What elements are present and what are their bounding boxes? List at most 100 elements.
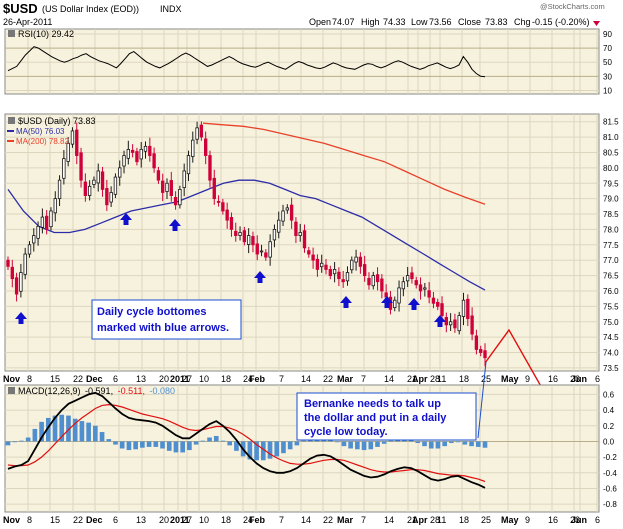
price-tick-label: 81.5 xyxy=(603,118,619,127)
histogram-bar xyxy=(442,441,448,447)
x-tick-label: 7 xyxy=(279,374,284,384)
candle xyxy=(397,280,401,312)
rsi-y-ticks: 10 30 50 70 90 xyxy=(603,30,612,96)
x-tick-label: 13 xyxy=(136,374,146,384)
rsi-line xyxy=(7,46,486,78)
histogram-bar xyxy=(5,441,11,446)
macd-legend-value: -0.591, xyxy=(85,386,113,396)
candle xyxy=(143,141,148,159)
candle-body xyxy=(212,177,216,200)
histogram-bar xyxy=(388,440,394,442)
candle xyxy=(320,254,324,273)
candle xyxy=(393,296,397,312)
rsi-tick-label: 90 xyxy=(603,30,612,39)
candle-body xyxy=(423,287,427,290)
price-tick-label: 77.5 xyxy=(603,241,619,250)
x-tick-label: 15 xyxy=(50,515,60,525)
histogram-bar xyxy=(99,432,105,442)
candle-body xyxy=(49,210,53,228)
candle-body xyxy=(139,148,143,160)
candle-body xyxy=(474,335,479,350)
candle-body xyxy=(135,151,139,163)
x-tick-label: 14 xyxy=(301,374,311,384)
candle xyxy=(358,252,363,274)
histogram-bar xyxy=(52,415,58,442)
x-tick-label: 27 xyxy=(182,374,192,384)
candle xyxy=(268,234,272,266)
candle xyxy=(401,276,406,297)
candle-body xyxy=(191,139,195,157)
candle xyxy=(83,173,88,202)
x-tick-label: 18 xyxy=(221,515,231,525)
candle-body xyxy=(388,296,393,310)
candle xyxy=(173,191,178,210)
cycle-note-line1: Daily cycle bottomes xyxy=(97,306,206,318)
candle xyxy=(191,131,195,163)
histogram-bar xyxy=(113,441,118,445)
price-tick-label: 75.0 xyxy=(603,318,619,327)
candle xyxy=(195,121,199,145)
x-tick-label: 7 xyxy=(361,515,366,525)
histogram-bar xyxy=(368,441,374,450)
candle xyxy=(135,147,139,166)
x-tick-label: 22 xyxy=(323,515,333,525)
change-label: Chg xyxy=(514,17,531,27)
candle-body xyxy=(109,192,113,203)
candle xyxy=(156,166,161,184)
x-tick-label: 18 xyxy=(459,374,469,384)
histogram-bar xyxy=(140,441,145,448)
signal-legend-value: -0.511, xyxy=(118,386,145,396)
x-tick-label: Mar xyxy=(337,515,354,525)
x-tick-label: 24 xyxy=(243,515,253,525)
price-panel: 73.5 74.0 74.5 75.0 75.5 76.0 76.5 77.0 77.5 78.0… xyxy=(4,113,619,457)
candlesticks xyxy=(6,121,487,367)
candle-body xyxy=(448,321,453,326)
histogram-bar xyxy=(19,440,24,442)
histogram-bar xyxy=(32,428,38,442)
candle xyxy=(345,266,350,286)
candle xyxy=(161,173,165,202)
rsi-tick-label: 30 xyxy=(603,72,612,81)
x-tick-label: 28 xyxy=(430,374,440,384)
bernanke-note-frame xyxy=(296,392,477,441)
candle-body xyxy=(113,176,118,195)
histogram-bar xyxy=(254,441,259,461)
histogram-bar xyxy=(207,437,212,442)
macd-histogram xyxy=(5,414,488,461)
macd-legend-swatch xyxy=(8,387,15,394)
candle-body xyxy=(418,284,423,292)
candle xyxy=(221,198,225,215)
macd-tick-label: -0.2 xyxy=(603,453,617,462)
candle-body xyxy=(436,301,440,307)
x-tick-label: 8 xyxy=(27,374,32,384)
high-label: High xyxy=(361,17,380,27)
x-tick-label: 14 xyxy=(384,515,394,525)
macd-tick-label: -0.6 xyxy=(603,484,617,493)
histogram-bar xyxy=(160,441,165,449)
price-tick-label: 76.5 xyxy=(603,272,619,281)
histogram-bar xyxy=(415,441,421,444)
histogram-bar xyxy=(126,441,132,451)
candle-body xyxy=(332,269,337,275)
candle-body xyxy=(457,315,461,332)
price-tick-label: 74.0 xyxy=(603,349,619,358)
histogram-bar xyxy=(301,440,306,442)
price-legend-swatch xyxy=(8,117,15,124)
rsi-panel-bg xyxy=(4,28,600,95)
candle-body xyxy=(10,266,14,280)
candle-body xyxy=(345,272,350,282)
x-tick-label: 9 xyxy=(525,374,530,384)
histogram-bar xyxy=(381,441,387,444)
candle xyxy=(36,221,40,246)
candle-body xyxy=(315,258,320,270)
candle-body xyxy=(40,216,45,228)
x-tick-label: 22 xyxy=(323,374,333,384)
x-tick-label: 2011 xyxy=(170,374,190,384)
histogram-bar xyxy=(455,441,461,443)
candle xyxy=(126,140,131,165)
down-triangle-icon xyxy=(593,21,600,26)
price-y-ticks: 73.5 74.0 74.5 75.0 75.5 76.0 76.5 77.0 77.5 78.0… xyxy=(603,118,619,373)
x-tick-label: 22 xyxy=(73,374,83,384)
candle-body xyxy=(324,264,328,270)
